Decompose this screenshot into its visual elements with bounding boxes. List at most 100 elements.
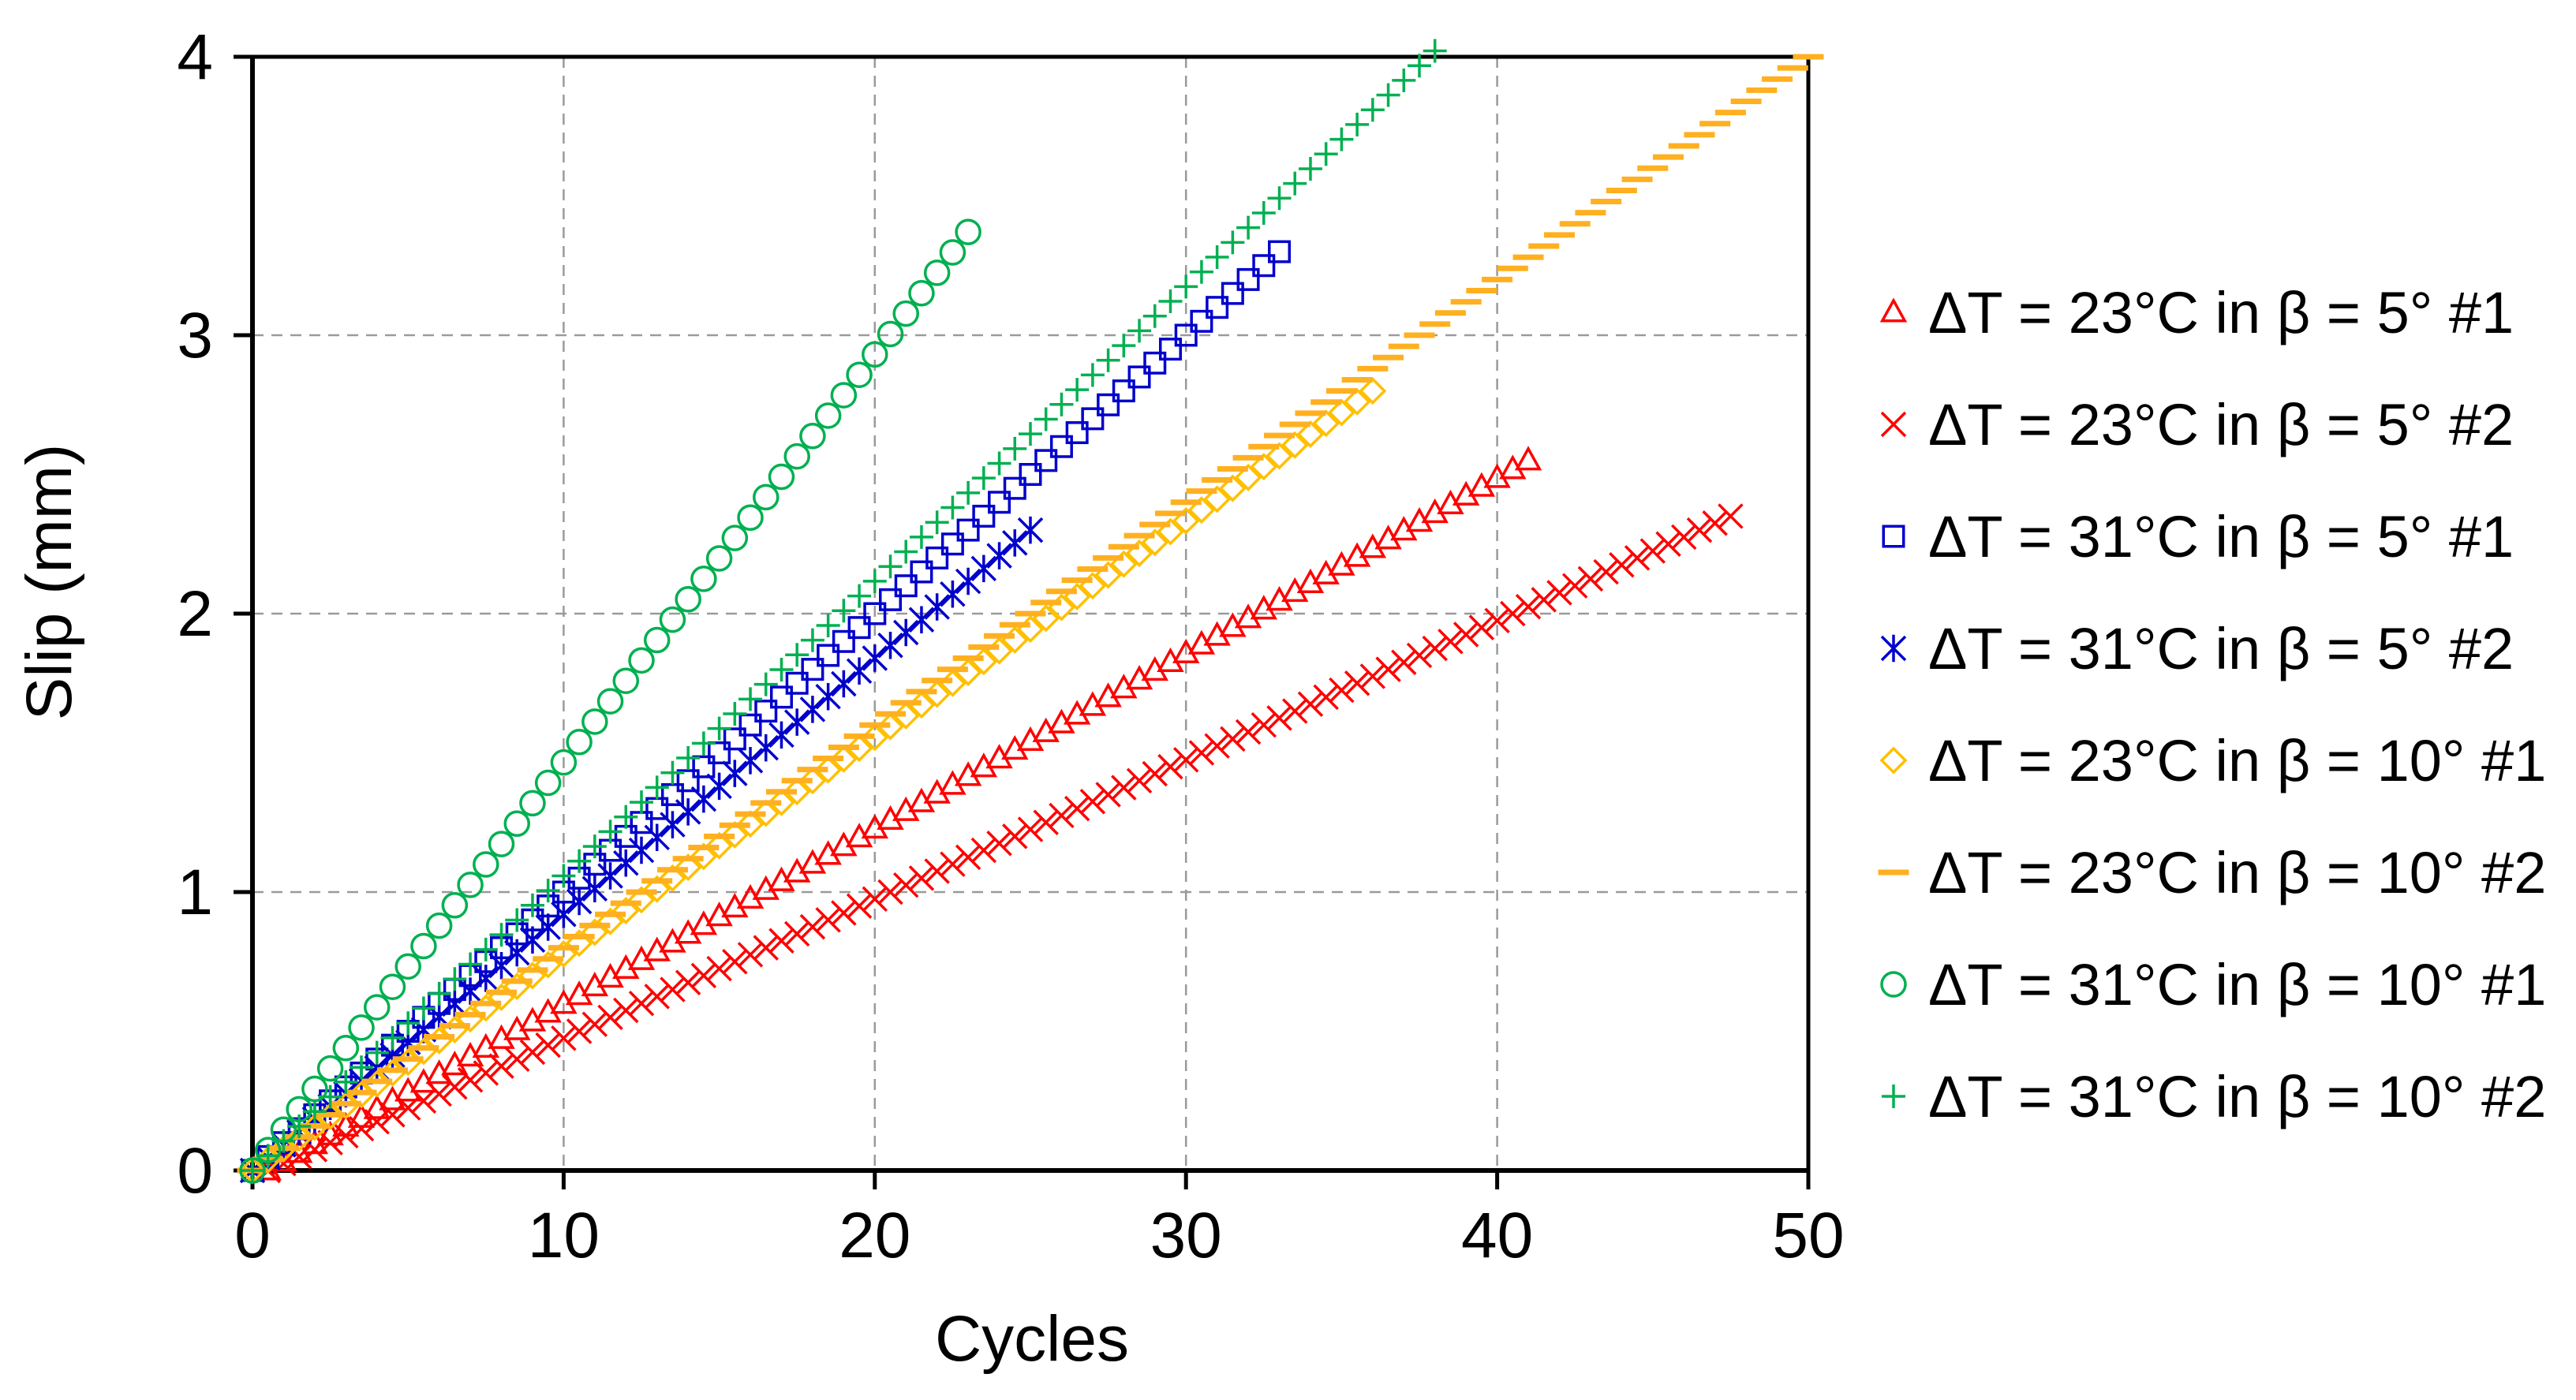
data-point [705,545,733,572]
data-point [1111,775,1137,801]
data-point [1141,528,1169,557]
data-point [660,811,686,838]
data-point [955,844,981,871]
data-point [846,657,873,685]
data-point [1002,529,1028,557]
data-point [736,810,765,838]
data-point [799,696,826,723]
data-point [1126,767,1153,794]
data-point [753,734,779,762]
data-point [1112,379,1135,403]
data-point [394,953,421,980]
data-point [845,734,873,763]
data-point [519,926,546,954]
data-point [690,566,717,592]
data-point [675,969,701,995]
data-point [1174,323,1198,347]
data-point [271,1129,296,1153]
data-point [1392,68,1416,92]
legend-item: ΔT = 31°C in β = 5° #2 [1880,616,2514,681]
data-point [893,618,919,647]
data-point [1515,593,1542,620]
data-point [426,1081,452,1107]
x-tick-label: 30 [1150,1200,1222,1271]
data-point [783,778,811,806]
data-point [1017,516,1044,544]
y-tick-label: 0 [177,1135,213,1207]
data-point [519,1039,546,1066]
data-point [1190,309,1213,333]
y-axis-title: Slip (mm) [13,444,85,721]
data-point [442,1073,468,1100]
data-point [768,928,794,954]
data-point [956,518,980,542]
data-point [1593,558,1619,585]
data-point [1143,351,1167,375]
data-point [348,1115,375,1142]
legend-marker [1879,297,1908,323]
data-point [705,831,734,860]
data-point [722,949,748,975]
data-point [1065,378,1090,402]
data-point [1019,463,1042,486]
legend-label: ΔT = 31°C in β = 5° #2 [1928,616,2514,681]
data-point [955,567,981,595]
y-tick-label: 4 [177,21,213,93]
data-point [940,581,966,608]
data-point [1484,607,1510,634]
legend-marker [1879,746,1908,775]
legend-label: ΔT = 23°C in β = 5° #2 [1928,392,2514,457]
data-point [1049,392,1074,416]
data-point [1344,670,1370,696]
data-point [1531,587,1557,613]
data-point [1033,809,1059,835]
data-point [534,769,562,797]
data-point [987,451,1011,476]
data-point [269,1135,297,1163]
data-point [1655,531,1681,557]
data-point [473,937,498,961]
data-point [768,788,795,816]
data-point [1220,726,1246,752]
legend-label: ΔT = 31°C in β = 10° #2 [1928,1064,2546,1129]
data-point [691,731,716,756]
x-tick-label: 40 [1461,1200,1533,1271]
data-point [1236,215,1261,240]
data-point [536,879,560,903]
data-point [364,994,391,1021]
data-point [674,853,702,882]
data-point [1422,635,1448,662]
data-point [801,658,824,681]
data-point [457,977,484,1005]
data-point [924,593,950,621]
data-point [365,1040,389,1065]
data-point [441,891,469,919]
legend-label: ΔT = 23°C in β = 10° #1 [1928,728,2546,793]
data-point [488,831,515,857]
data-point [893,872,919,898]
data-point [832,599,856,623]
data-point [427,981,451,1006]
data-point [940,532,964,556]
data-point [754,700,778,723]
data-point [846,361,873,388]
legend-marker [1882,525,1905,548]
data-point [1080,363,1105,387]
legend-marker [1882,1085,1905,1108]
data-point [769,685,793,709]
data-point [832,629,855,653]
data-point [644,823,670,852]
data-point [1359,663,1386,689]
data-point [768,463,795,491]
data-point [520,893,544,917]
data-point [753,483,780,511]
data-point [241,1159,264,1182]
data-point [847,616,871,640]
data-point [473,965,499,992]
data-point [1561,573,1588,599]
data-point [566,887,593,916]
data-point [643,875,671,903]
data-point [815,907,841,933]
data-point [1142,304,1167,328]
